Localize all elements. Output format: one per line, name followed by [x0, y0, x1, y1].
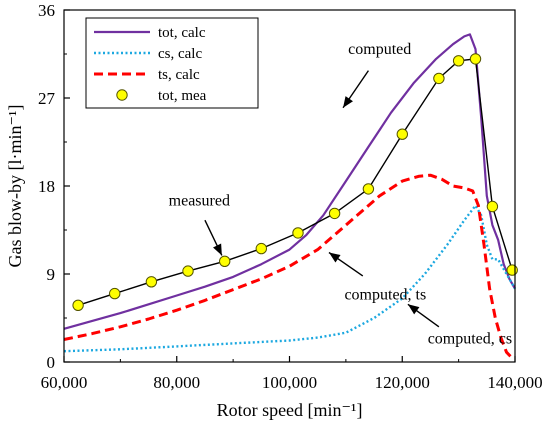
legend-label: ts, calc [158, 67, 200, 83]
series-line-ts-calc [63, 173, 514, 360]
y-axis-title: Gas blow-by [l·min⁻¹] [5, 105, 25, 268]
annotation-arrow-head [407, 304, 420, 315]
x-tick-label: 60,000 [41, 373, 88, 392]
data-point-measured [433, 72, 445, 85]
data-point-measured [219, 255, 231, 267]
legend-marker [116, 89, 128, 101]
annotation-label: computed, ts [344, 286, 426, 303]
data-point-measured [469, 53, 482, 65]
data-point-measured [72, 299, 84, 311]
data-point-measured [109, 287, 121, 300]
y-tick-label: 27 [38, 89, 56, 108]
x-tick-label: 120,000 [375, 373, 430, 392]
data-point-measured [292, 227, 304, 239]
legend-label: tot, mea [158, 88, 207, 104]
y-tick-label: 0 [47, 353, 56, 372]
annotation-arrow-head [328, 252, 341, 263]
data-point-measured [182, 265, 194, 277]
series-line-cs-calc [63, 204, 517, 353]
series-line-tot-calc [63, 33, 516, 330]
data-point-measured [145, 276, 158, 288]
data-point-measured [362, 183, 375, 195]
annotation-label: computed [348, 41, 411, 58]
annotation-layer: computed measured computed, ts computed, cs [169, 41, 512, 347]
annotation-label: computed, cs [428, 330, 512, 347]
axes-layer: 60,000 80,000 100,000 120,000 140,000 0 9 18 27 3… [5, 1, 543, 420]
y-tick-label: 9 [47, 265, 56, 284]
annotation-arrow-head [343, 96, 353, 108]
x-tick-label: 100,000 [262, 373, 317, 392]
x-axis-title: Rotor speed [min⁻¹] [217, 400, 363, 420]
y-tick-label: 36 [38, 1, 55, 20]
data-point-measured [506, 264, 518, 276]
legend-label: tot, calc [158, 25, 206, 41]
legend-label: cs, calc [158, 46, 202, 62]
annotation-label: measured [169, 193, 230, 210]
y-tick-label: 18 [38, 177, 55, 196]
data-point-measured [452, 55, 465, 67]
data-point-measured [486, 200, 499, 213]
data-point-measured [396, 128, 408, 140]
x-tick-label: 80,000 [153, 373, 200, 392]
data-point-measured [328, 207, 341, 220]
x-tick-label: 140,000 [487, 373, 542, 392]
annotation-arrow-head [213, 243, 222, 256]
legend: tot, calc cs, calc ts, calc tot, mea [85, 17, 259, 109]
data-point-measured [255, 242, 267, 255]
